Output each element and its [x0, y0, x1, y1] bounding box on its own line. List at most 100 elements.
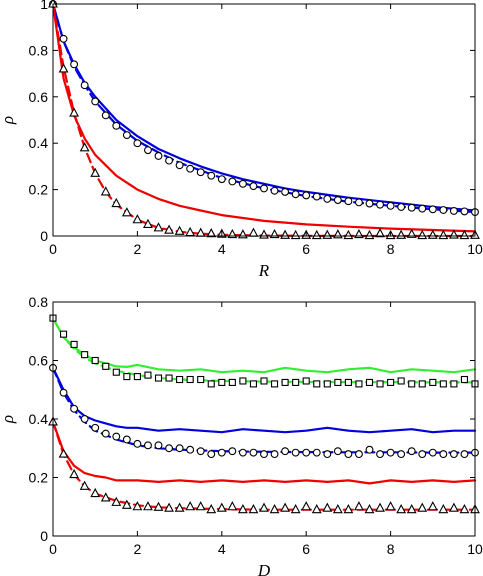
- bottom-triangle-marker: [69, 468, 80, 479]
- bottom-triangle-marker: [343, 504, 354, 514]
- bottom-circle-marker: [407, 447, 416, 456]
- bottom-y-axis-label: ρ: [0, 415, 17, 424]
- bottom-square-marker: [460, 375, 469, 384]
- top-circle-marker: [59, 34, 68, 43]
- bottom-square-marker: [450, 380, 458, 388]
- bottom-x-axis-label: D: [257, 561, 271, 576]
- top-circle-marker: [133, 139, 142, 148]
- top-triangle-marker: [69, 107, 80, 117]
- bottom-square-marker: [207, 380, 215, 388]
- bottom-circle-marker: [270, 450, 279, 459]
- bottom-triangle-marker: [90, 487, 101, 498]
- bottom-square-marker: [81, 351, 89, 359]
- top-triangle-marker: [311, 229, 322, 240]
- bottom-triangle-marker: [237, 504, 248, 514]
- bottom-circle-marker: [207, 450, 216, 459]
- top-circle-marker: [428, 205, 437, 214]
- bottom-square-marker: [228, 378, 236, 386]
- top-circle-marker: [101, 111, 110, 120]
- top-circle-marker: [460, 207, 469, 216]
- bottom-triangle-marker: [121, 499, 132, 509]
- bottom-square-marker: [144, 371, 152, 379]
- top-circle-marker: [186, 164, 195, 173]
- bottom-triangle-marker: [417, 502, 428, 512]
- top-x-tick-label: 10: [467, 241, 483, 257]
- bottom-triangle-marker: [354, 501, 364, 511]
- top-y-tick-label: 0: [40, 228, 48, 244]
- top-circle-marker: [344, 197, 353, 206]
- top-triangle-marker: [174, 225, 185, 235]
- bottom-square-marker: [365, 378, 374, 386]
- top-triangle-marker: [322, 229, 333, 239]
- bottom-x-tick-label: 6: [302, 541, 310, 557]
- top-axes-frame: [52, 3, 476, 237]
- top-circle-marker: [312, 192, 321, 201]
- top-triangle-marker: [438, 229, 449, 240]
- top-triangle-marker: [121, 207, 132, 217]
- bottom-circle-marker: [418, 450, 427, 459]
- bottom-triangle-marker: [406, 504, 417, 514]
- bottom-circle-marker: [70, 404, 79, 413]
- top-circle-marker: [355, 198, 363, 207]
- top-chart-panel: 0 2 4 6 8 10 0 0.2 0.4 0.6 0.8 1 Rρ: [0, 0, 483, 280]
- top-y-tick-label: 0.8: [29, 42, 49, 58]
- top-y-tick-label: 0.4: [29, 135, 49, 151]
- bottom-square-marker: [165, 374, 173, 382]
- bottom-square-marker: [154, 374, 163, 382]
- bottom-circle-marker: [386, 448, 395, 457]
- top-triangle-marker: [417, 229, 428, 240]
- bottom-triangle-marker: [364, 504, 375, 514]
- top-circle-marker: [270, 186, 279, 195]
- top-triangle-marker: [132, 214, 143, 224]
- top-triangle-marker: [58, 63, 69, 73]
- bottom-triangle-marker: [100, 492, 111, 502]
- bottom-circle-marker: [449, 450, 458, 459]
- bottom-circle-marker: [439, 450, 448, 459]
- top-triangle-marker: [248, 227, 259, 237]
- bottom-triangle-marker: [311, 504, 322, 514]
- bottom-x-tick-label: 8: [387, 541, 395, 557]
- top-circle-marker: [228, 177, 237, 186]
- top-circle-marker: [291, 190, 300, 199]
- bottom-circle-marker: [312, 448, 321, 457]
- bottom-square-marker: [439, 380, 447, 388]
- bottom-circle-marker: [281, 447, 290, 456]
- bottom-circle-marker: [154, 441, 163, 450]
- bottom-square-marker: [260, 377, 268, 385]
- bottom-square-marker: [59, 330, 68, 338]
- top-x-tick-label: 8: [387, 241, 395, 257]
- bottom-square-marker: [355, 380, 363, 388]
- bottom-x-tick-label: 4: [218, 541, 226, 557]
- bottom-triangle-marker: [385, 501, 396, 511]
- top-circle-marker: [418, 204, 427, 213]
- top-y-tick-label: 0.2: [29, 182, 49, 198]
- bottom-triangle-marker: [280, 502, 291, 512]
- bottom-circle-marker: [217, 448, 226, 457]
- bottom-circle-marker: [428, 448, 437, 457]
- top-x-tick-label: 6: [302, 241, 310, 257]
- bottom-square-marker: [429, 378, 437, 386]
- bottom-square-marker: [70, 340, 78, 348]
- bottom-square-marker: [281, 378, 289, 386]
- top-circle-marker: [217, 175, 226, 184]
- bottom-x-tick-label: 0: [49, 541, 57, 557]
- bottom-square-marker: [397, 377, 405, 385]
- bottom-triangle-marker: [259, 502, 269, 512]
- bottom-circle-marker: [249, 448, 258, 457]
- bottom-y-tick-label: 0.8: [29, 294, 49, 310]
- bottom-square-marker: [176, 375, 184, 384]
- top-circle-marker: [323, 194, 332, 203]
- top-triangle-marker: [375, 228, 385, 238]
- bottom-triangle-marker: [459, 504, 470, 514]
- top-series-1-solid-line: [51, 2, 477, 233]
- bottom-circle-marker: [101, 429, 110, 438]
- bottom-circle-marker: [186, 445, 195, 454]
- top-triangle-marker: [90, 167, 101, 177]
- bottom-triangle-marker: [269, 504, 280, 514]
- bottom-circle-marker: [260, 450, 268, 459]
- bottom-triangle-marker: [301, 501, 312, 511]
- bottom-circle-marker: [80, 415, 89, 423]
- bottom-circle-marker: [228, 447, 237, 456]
- bottom-series-1-solid-line: [51, 366, 477, 434]
